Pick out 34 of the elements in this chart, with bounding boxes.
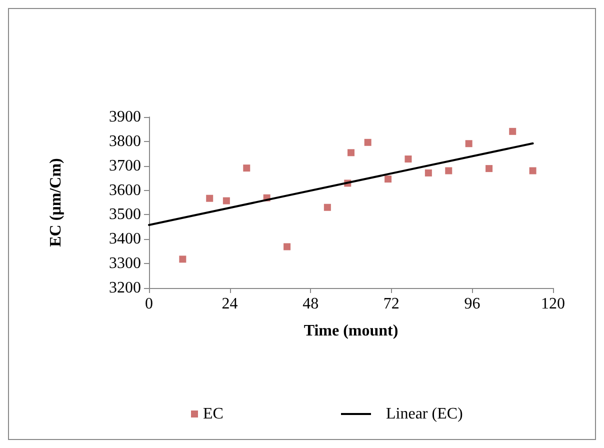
legend-label: EC	[203, 406, 224, 422]
point	[284, 243, 291, 250]
point	[529, 167, 536, 174]
y-tick-label: 3200	[109, 280, 141, 296]
y-tick-label: 3500	[109, 206, 141, 224]
y-tick-label: 3900	[109, 108, 141, 126]
y-tick-label: 3400	[109, 230, 141, 248]
point	[486, 165, 493, 172]
y-tick-label: 3600	[109, 182, 141, 199]
point	[206, 194, 214, 202]
x-tick-label: 48	[302, 296, 319, 312]
y-tick-label: 3700	[109, 157, 141, 174]
point	[465, 140, 472, 148]
x-tick-label: 120	[541, 296, 565, 312]
point	[509, 128, 516, 135]
y-axis-title: EC (µm/Cm)	[48, 158, 64, 247]
point	[404, 156, 412, 163]
point	[348, 149, 354, 156]
x-tick-label: 0	[145, 296, 153, 312]
point	[222, 197, 230, 204]
point	[324, 204, 331, 211]
x-tick-label: 24	[222, 296, 238, 312]
point	[364, 138, 372, 146]
y-tick-label: 3300	[109, 255, 141, 272]
point	[179, 256, 186, 263]
point	[445, 167, 452, 174]
point	[243, 164, 250, 172]
point	[384, 176, 392, 183]
x-tick-label: 96	[464, 296, 480, 312]
x-tick-label: 72	[383, 296, 400, 312]
legend-label: Linear (EC)	[386, 406, 463, 422]
point	[424, 169, 432, 176]
x-axis-title: Time (mount)	[304, 322, 398, 340]
y-tick-label: 3800	[109, 132, 141, 150]
